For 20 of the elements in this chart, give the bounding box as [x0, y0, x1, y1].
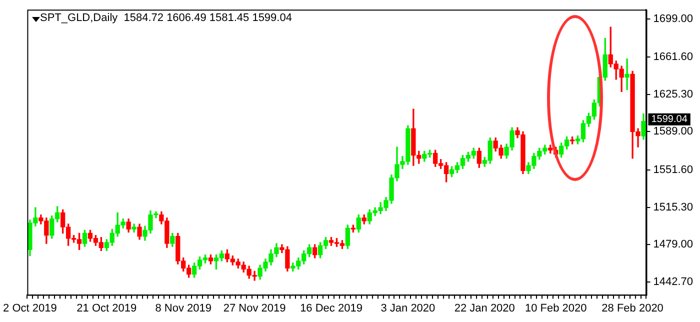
y-tick-label: 1442.70	[653, 276, 694, 288]
x-tick-label: 8 Nov 2019	[155, 302, 212, 314]
x-tick-label: 2 Oct 2019	[3, 302, 57, 314]
y-tick-label: 1479.00	[653, 238, 694, 251]
y-tick-label: 1661.60	[653, 51, 694, 64]
y-tick-label: 1589.00	[653, 126, 694, 138]
chart-title: SPT_GLD,Daily 1584.72 1606.49 1581.45 1599.04	[40, 12, 292, 24]
y-tick-label: 1625.30	[653, 88, 694, 100]
y-tick-label: 1515.30	[653, 201, 694, 214]
x-tick-label: 21 Oct 2019	[76, 302, 137, 314]
y-tick-label: 1699.00	[653, 12, 694, 25]
x-tick-label: 22 Jan 2020	[454, 302, 515, 314]
x-tick-label: 3 Jan 2020	[380, 302, 436, 314]
x-tick-label: 16 Dec 2019	[300, 302, 362, 314]
y-tick-label: 1551.60	[653, 164, 694, 176]
x-tick-label: 10 Feb 2020	[524, 302, 587, 314]
x-tick-label: 28 Feb 2020	[602, 302, 664, 314]
candlestick	[624, 58, 630, 90]
text: 1599.04	[651, 114, 688, 126]
x-tick-label: 27 Nov 2019	[223, 302, 286, 314]
